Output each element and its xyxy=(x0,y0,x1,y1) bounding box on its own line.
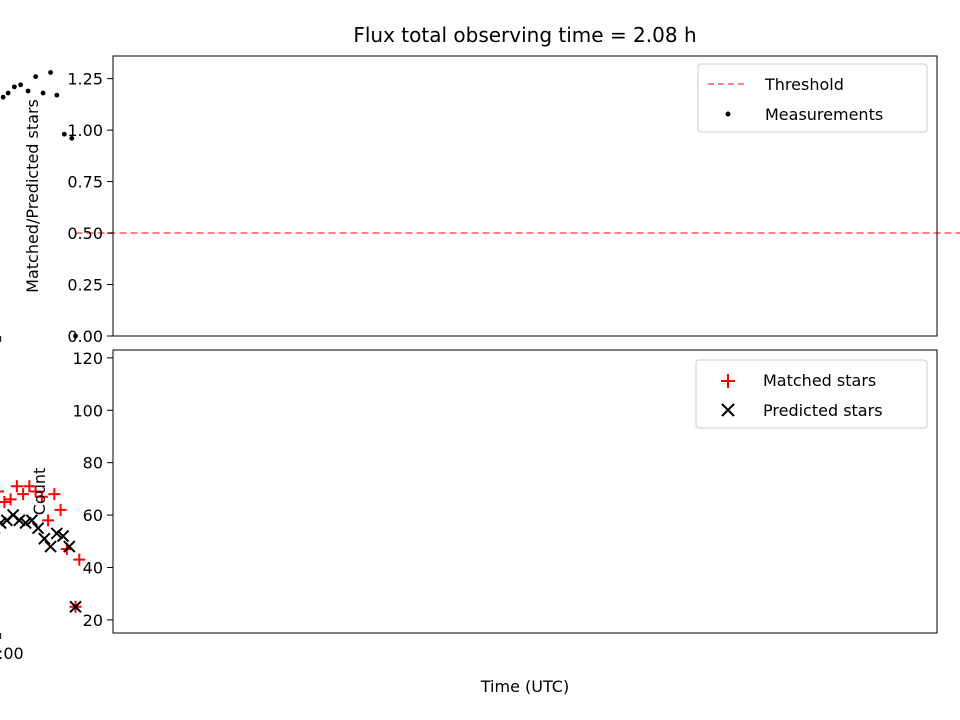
measurement-point xyxy=(61,131,67,137)
plot-frame-bottom xyxy=(112,349,938,634)
legend-box xyxy=(695,359,928,429)
predicted-star-points xyxy=(0,508,82,614)
y-tick-label: 1.25 xyxy=(67,70,103,89)
measurement-point xyxy=(5,90,11,96)
plot-frame-top xyxy=(112,55,938,337)
matched-point xyxy=(17,488,30,501)
matched-point xyxy=(42,514,55,527)
y-tick-label: 80 xyxy=(83,454,103,473)
y-tick-label: 100 xyxy=(72,401,103,420)
flux-ratio-panel: Flux total observing time = 2.08 h 0.000… xyxy=(0,23,960,346)
measurement-point xyxy=(11,84,17,90)
y-tick-label: 20 xyxy=(83,611,103,630)
legend-predicted-swatch xyxy=(721,403,735,417)
y-axis-ticks-bottom: 20 40 60 80 100 120 xyxy=(72,349,113,630)
x-axis-label: Time (UTC) xyxy=(480,677,569,696)
matched-point xyxy=(73,553,86,566)
legend-matched-label: Matched stars xyxy=(763,371,876,390)
matched-point xyxy=(48,488,61,501)
legend-threshold-label: Threshold xyxy=(764,75,844,94)
predicted-point xyxy=(63,540,76,553)
predicted-point xyxy=(0,516,7,530)
legend-predicted-label: Predicted stars xyxy=(763,401,883,420)
matched-point xyxy=(23,480,36,493)
measurement-point xyxy=(0,94,6,100)
measurement-point xyxy=(54,92,60,98)
y-tick-label: 0.50 xyxy=(67,224,103,243)
y-axis-ticks-top: 0.00 0.25 0.50 0.75 1.00 1.25 xyxy=(67,70,113,346)
y-tick-label: 40 xyxy=(83,558,103,577)
matched-point xyxy=(54,503,67,516)
predicted-point xyxy=(56,529,70,543)
measurement-point xyxy=(40,90,46,96)
predicted-point xyxy=(38,532,51,545)
legend-top: Threshold Measurements xyxy=(697,63,928,133)
y-tick-label: 1.00 xyxy=(67,121,103,140)
y-tick-label: 60 xyxy=(83,506,103,525)
measurement-point xyxy=(48,70,53,75)
x-axis-ticks-top xyxy=(0,336,2,342)
x-tick-label: 18:00 xyxy=(0,644,24,663)
measurement-points xyxy=(0,70,78,339)
star-count-panel: 20 40 60 80 100 120 18:0020:0022:0000:0002:00… xyxy=(0,349,938,696)
predicted-point xyxy=(0,514,14,527)
predicted-point xyxy=(19,516,32,530)
measurement-point xyxy=(18,82,24,88)
matched-star-points xyxy=(0,480,86,613)
predicted-point xyxy=(44,540,57,553)
y-tick-label: 0.75 xyxy=(67,173,103,192)
matched-point xyxy=(35,490,48,503)
legend-measurements-swatch xyxy=(725,111,731,117)
predicted-point xyxy=(25,514,39,527)
matched-point xyxy=(0,495,11,508)
y-tick-label: 0.00 xyxy=(67,327,103,346)
predicted-point xyxy=(69,600,82,614)
measurement-point xyxy=(33,74,38,79)
measurement-point xyxy=(69,135,75,141)
legend-box xyxy=(697,63,928,133)
predicted-point xyxy=(31,521,45,535)
y-axis-label-top: Matched/Predicted stars xyxy=(23,99,42,293)
matched-point xyxy=(10,480,23,493)
legend-measurements-label: Measurements xyxy=(765,105,883,124)
matched-point xyxy=(0,490,5,493)
legend-matched-swatch xyxy=(721,374,735,388)
measurement-point xyxy=(73,333,78,339)
measurement-point xyxy=(25,88,31,94)
matched-point xyxy=(4,493,17,506)
predicted-point xyxy=(50,527,64,540)
y-tick-label: 0.25 xyxy=(67,276,103,295)
matched-point xyxy=(29,485,42,498)
chart-title: Flux total observing time = 2.08 h xyxy=(353,23,696,47)
y-axis-label-bottom: Count xyxy=(30,468,49,516)
y-tick-label: 120 xyxy=(72,349,103,368)
legend-bottom: Matched stars Predicted stars xyxy=(695,359,928,429)
x-axis-ticks-bottom: 18:0020:0022:0000:0002:0004:00 xyxy=(0,633,24,663)
